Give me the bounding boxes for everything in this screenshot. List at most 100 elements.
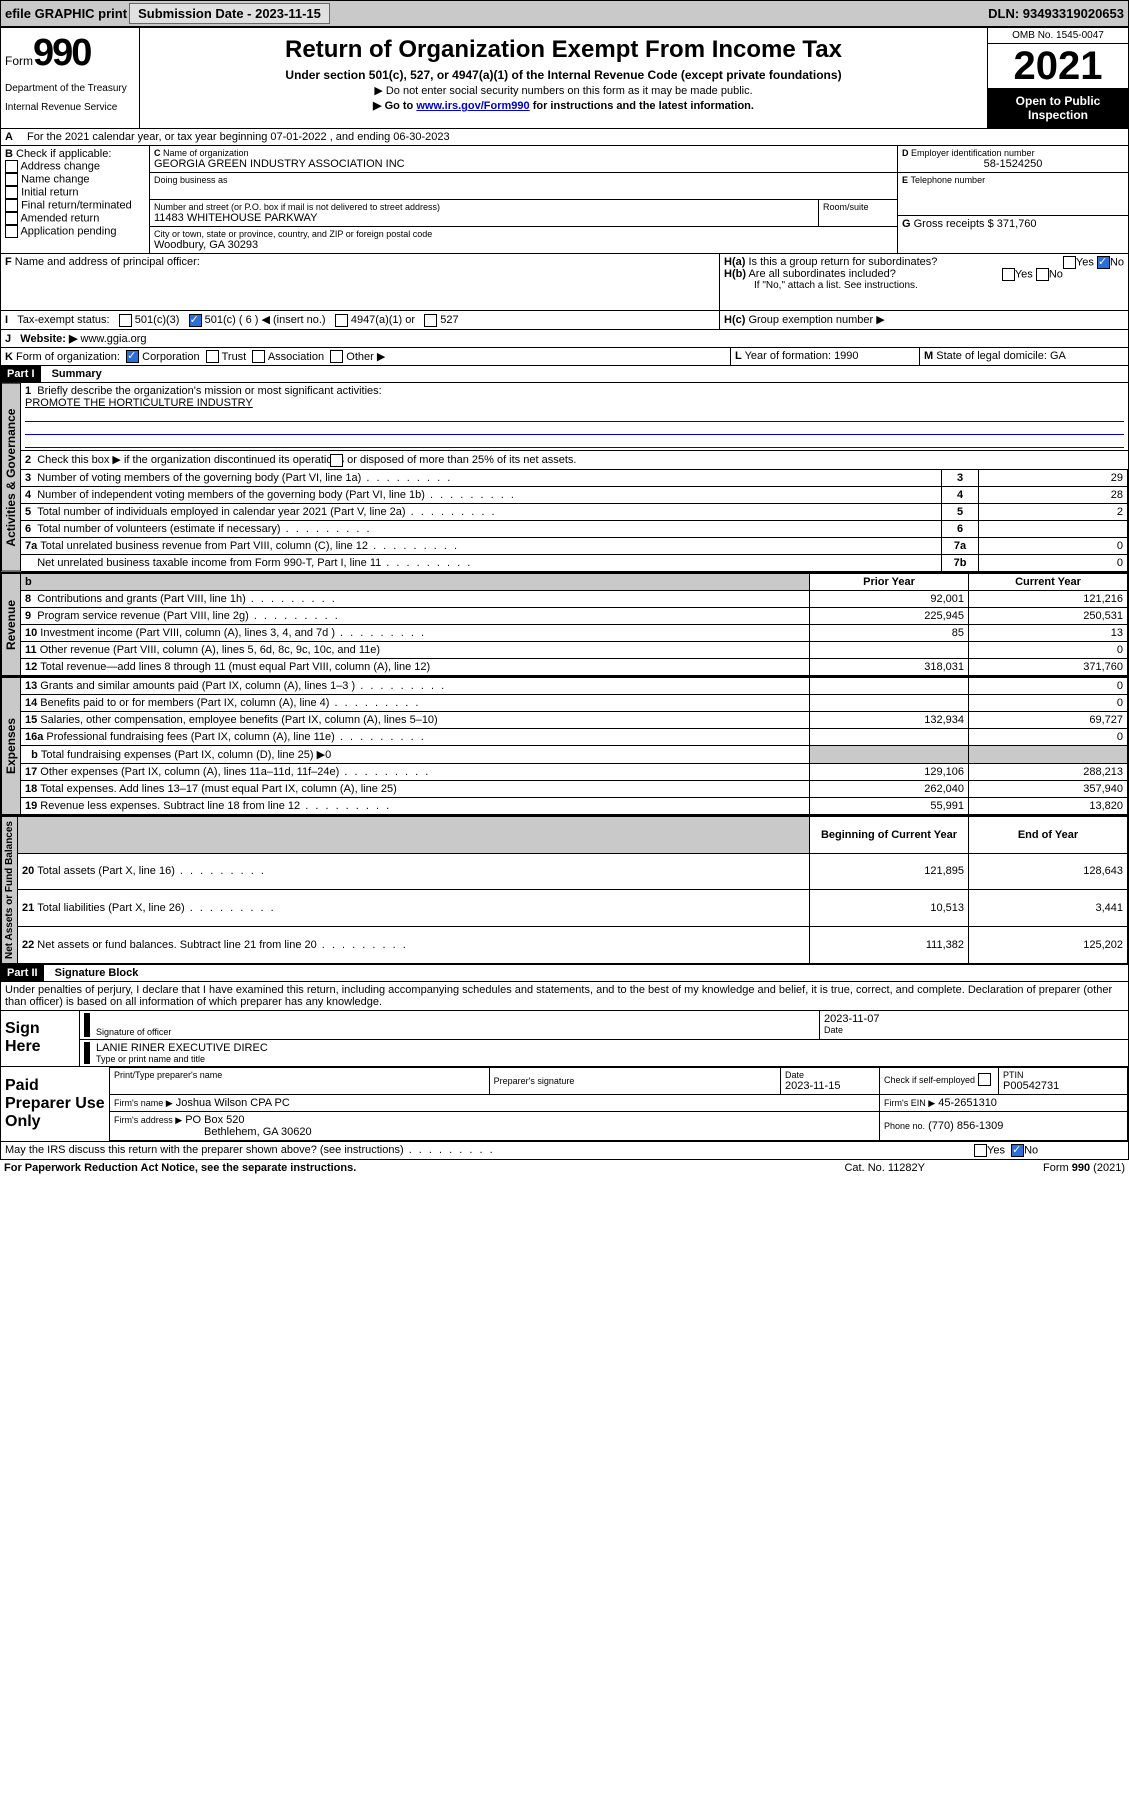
rev-12-p: 318,031 <box>810 658 969 675</box>
city-label: City or town, state or province, country… <box>154 229 893 239</box>
exp-18-text: Total expenses. Add lines 13–17 (must eq… <box>40 783 396 795</box>
hb-no: No <box>1049 268 1063 280</box>
exp-14-p <box>810 694 969 711</box>
exp-15-text: Salaries, other compensation, employee b… <box>40 714 437 726</box>
chk-application-pending[interactable] <box>5 225 18 238</box>
chk-hb-yes[interactable] <box>1002 268 1015 281</box>
exp-14-text: Benefits paid to or for members (Part IX… <box>40 697 420 709</box>
chk-527[interactable] <box>424 314 437 327</box>
line-klm: K Form of organization: Corporation Trus… <box>0 348 1129 367</box>
chk-hb-no[interactable] <box>1036 268 1049 281</box>
header-note2: ▶ Go to www.irs.gov/Form990 for instruct… <box>148 99 979 112</box>
exp-16a-text: Professional fundraising fees (Part IX, … <box>46 731 425 743</box>
hb-note: If "No," attach a list. See instructions… <box>724 280 1124 291</box>
opt-501c3: 501(c)(3) <box>135 314 180 326</box>
col-prior: Prior Year <box>810 573 969 590</box>
g-label: Gross receipts $ <box>914 218 994 230</box>
table-governance: 3 Number of voting members of the govern… <box>21 469 1128 572</box>
city: Woodbury, GA 30293 <box>154 239 893 251</box>
exp-16a-p <box>810 728 969 745</box>
exp-19-text: Revenue less expenses. Subtract line 18 … <box>40 800 391 812</box>
chk-initial-return[interactable] <box>5 186 18 199</box>
gov-7a-text: Total unrelated business revenue from Pa… <box>40 540 459 552</box>
chk-final-return[interactable] <box>5 199 18 212</box>
open-inspection: Open to Public Inspection <box>988 88 1128 128</box>
firm-ein: 45-2651310 <box>938 1097 997 1109</box>
gov-7b-text: Net unrelated business taxable income fr… <box>37 557 472 569</box>
chk-501c[interactable] <box>189 314 202 327</box>
exp-13-c: 0 <box>969 677 1128 694</box>
rev-9-text: Program service revenue (Part VIII, line… <box>37 610 340 622</box>
phone: (770) 856-1309 <box>928 1120 1003 1132</box>
l2-text: Check this box ▶ if the organization dis… <box>37 454 576 466</box>
form-prefix: Form <box>5 54 33 68</box>
street-label: Number and street (or P.O. box if mail i… <box>154 202 814 212</box>
exp-18-c: 357,940 <box>969 780 1128 797</box>
org-name: GEORGIA GREEN INDUSTRY ASSOCIATION INC <box>154 158 893 170</box>
f-label: Name and address of principal officer: <box>15 256 200 268</box>
firm-ein-lbl: Firm's EIN ▶ <box>884 1098 935 1108</box>
rev-11-p <box>810 641 969 658</box>
hc-label: Group exemption number ▶ <box>748 314 884 326</box>
note2-post: for instructions and the latest informat… <box>530 100 754 112</box>
rev-12-text: Total revenue—add lines 8 through 11 (mu… <box>40 661 430 673</box>
opt-address-change: Address change <box>20 160 100 172</box>
bal-21-c: 3,441 <box>969 890 1128 927</box>
chk-ha-yes[interactable] <box>1063 256 1076 269</box>
exp-16b-p <box>810 745 969 763</box>
form-title: Return of Organization Exempt From Incom… <box>148 36 979 64</box>
exp-16a-c: 0 <box>969 728 1128 745</box>
opt-corporation: Corporation <box>142 351 199 363</box>
opt-final-return: Final return/terminated <box>21 199 132 211</box>
chk-501c3[interactable] <box>119 314 132 327</box>
firm-addr-lbl: Firm's address ▶ <box>114 1115 182 1125</box>
firm-addr2: Bethlehem, GA 30620 <box>114 1126 312 1138</box>
bal-22-text: Net assets or fund balances. Subtract li… <box>37 939 407 951</box>
submission-date-button[interactable]: Submission Date - 2023-11-15 <box>129 3 330 24</box>
chk-name-change[interactable] <box>5 173 18 186</box>
chk-trust[interactable] <box>206 350 219 363</box>
chk-ha-no[interactable] <box>1097 256 1110 269</box>
chk-address-change[interactable] <box>5 160 18 173</box>
table-revenue: bPrior YearCurrent Year 8 Contributions … <box>21 573 1128 676</box>
chk-other[interactable] <box>330 350 343 363</box>
phone-lbl: Phone no. <box>884 1121 925 1131</box>
exp-13-text: Grants and similar amounts paid (Part IX… <box>40 680 446 692</box>
chk-corporation[interactable] <box>126 350 139 363</box>
irs-link[interactable]: www.irs.gov/Form990 <box>416 100 529 112</box>
chk-association[interactable] <box>252 350 265 363</box>
hb-yes: Yes <box>1015 268 1033 280</box>
line-j: J Website: ▶ www.ggia.org <box>0 330 1129 348</box>
rev-11-text: Other revenue (Part VIII, column (A), li… <box>40 644 380 656</box>
revenue-section: Revenue bPrior YearCurrent Year 8 Contri… <box>0 573 1129 677</box>
chk-amended-return[interactable] <box>5 212 18 225</box>
footer-formno: 990 <box>1072 1162 1090 1174</box>
opt-name-change: Name change <box>21 173 90 185</box>
room-label: Room/suite <box>823 202 893 212</box>
gov-4-box: 4 <box>942 486 979 503</box>
chk-discontinued[interactable] <box>330 454 343 467</box>
gov-6-box: 6 <box>942 520 979 537</box>
part1-title: Summary <box>44 368 102 380</box>
exp-17-c: 288,213 <box>969 763 1128 780</box>
exp-19-p: 55,991 <box>810 797 969 814</box>
header-note1: ▶ Do not enter social security numbers o… <box>148 84 979 97</box>
gov-6-val <box>979 520 1128 537</box>
balances-section: Net Assets or Fund Balances Beginning of… <box>0 816 1129 965</box>
exp-17-p: 129,106 <box>810 763 969 780</box>
mission: PROMOTE THE HORTICULTURE INDUSTRY <box>25 397 1124 409</box>
chk-self-employed[interactable] <box>978 1073 991 1086</box>
chk-discuss-yes[interactable] <box>974 1144 987 1157</box>
gov-5-text: Total number of individuals employed in … <box>37 506 496 518</box>
prep-date: 2023-11-15 <box>785 1080 875 1092</box>
part2-header: Part II Signature Block <box>0 965 1129 982</box>
firm-name: Joshua Wilson CPA PC <box>176 1097 290 1109</box>
dba-label: Doing business as <box>154 175 893 185</box>
chk-discuss-no[interactable] <box>1011 1144 1024 1157</box>
gov-3-text: Number of voting members of the governin… <box>37 472 452 484</box>
sign-here-label: Sign Here <box>1 1011 80 1066</box>
opt-527: 527 <box>440 314 458 326</box>
gov-7b-box: 7b <box>942 554 979 571</box>
chk-4947[interactable] <box>335 314 348 327</box>
d-label: Employer identification number <box>911 148 1035 158</box>
